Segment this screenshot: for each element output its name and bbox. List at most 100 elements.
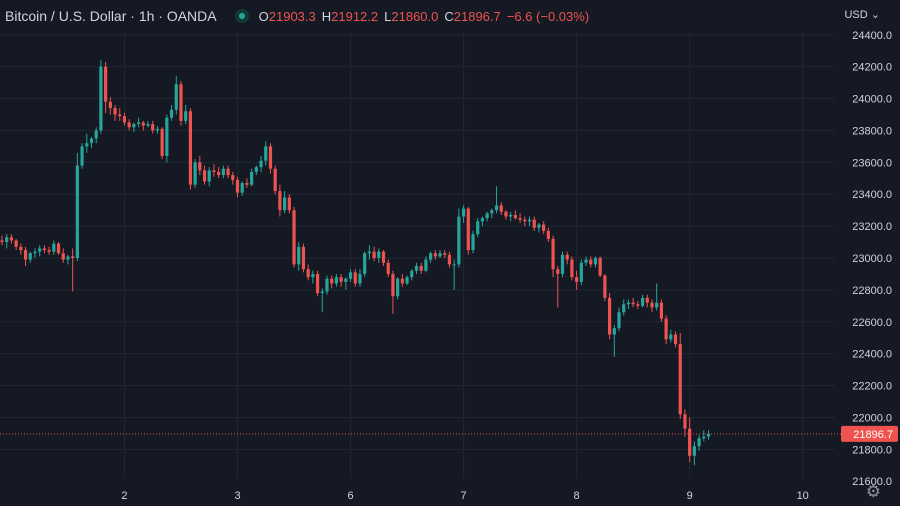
candle-body [231, 175, 235, 180]
date-tick-label: 10 [797, 490, 809, 502]
date-tick-label: 7 [461, 490, 467, 502]
candle-body [99, 66, 103, 131]
candle-body [593, 258, 598, 265]
gear-icon[interactable]: ⚙ [865, 482, 881, 501]
candle-body [132, 124, 136, 128]
candle-down [122, 112, 127, 126]
last-price-value: 21896.7 [853, 429, 893, 441]
candle-up [706, 430, 711, 440]
candle-down [598, 256, 602, 278]
candle-up [410, 269, 414, 281]
candle-up [438, 250, 442, 258]
candle-up [358, 269, 362, 287]
candle-down [381, 250, 386, 266]
candle-body [447, 254, 452, 265]
candle-body [560, 254, 565, 274]
candle-up [622, 299, 626, 316]
low-label: L [384, 8, 392, 24]
candle-body [315, 273, 320, 294]
candle-body [391, 273, 395, 297]
candle-body [584, 259, 588, 263]
candle-up [254, 165, 258, 176]
candle-up [250, 168, 254, 187]
candle-body [47, 250, 51, 252]
candle-body [330, 278, 334, 284]
candle-body [381, 251, 386, 263]
candle-body [325, 278, 329, 292]
candle-up [320, 288, 324, 313]
candle-body [179, 84, 183, 121]
candle-up [452, 259, 456, 290]
candle-body [250, 171, 254, 185]
candle-body [527, 219, 532, 222]
candle-body [283, 197, 287, 211]
candle-down [546, 227, 550, 243]
price-tick-label: 23200.0 [852, 221, 892, 233]
candle-body [165, 117, 169, 156]
candle-body [598, 258, 602, 276]
candle-body [443, 253, 447, 255]
candle-body [66, 256, 70, 260]
candle-body [400, 278, 404, 284]
candle-body [202, 170, 207, 182]
candle-body [419, 265, 423, 271]
candle-down [160, 127, 164, 160]
candle-down [466, 206, 470, 255]
price-axis[interactable]: 24400.0 24200.0 24000.0 23800.0 23600.0 23400… [852, 30, 892, 488]
candle-down [226, 165, 230, 179]
candle-body [259, 160, 263, 168]
candle-up [655, 283, 659, 311]
candle-body [146, 124, 150, 126]
candle-up [311, 270, 315, 284]
candle-down [118, 108, 122, 121]
candle-up [240, 181, 244, 196]
candle-body [94, 130, 98, 139]
chart-grid [0, 32, 835, 478]
candle-body [424, 259, 428, 271]
candle-down [664, 315, 668, 345]
candle-body [306, 269, 310, 278]
price-tick-label: 23000.0 [852, 253, 892, 265]
candle-down [683, 409, 687, 437]
price-tick-label: 22400.0 [852, 349, 892, 361]
candle-down [9, 234, 14, 244]
candle-down [179, 81, 183, 126]
candle-body [706, 433, 711, 437]
candle-down [245, 178, 249, 188]
candle-down [565, 251, 569, 265]
symbol-title[interactable]: Bitcoin / U.S. Dollar · 1h · OANDA [5, 8, 217, 24]
candle-down [287, 194, 291, 214]
candle-body [19, 246, 23, 251]
candle-up [471, 230, 475, 254]
candle-body [89, 138, 94, 144]
candle-up [405, 275, 409, 286]
candle-body [607, 297, 612, 335]
candle-body [268, 146, 273, 169]
candle-body [532, 219, 536, 228]
candle-body [127, 122, 131, 128]
candle-down [315, 270, 320, 297]
low-value: 21860.0 [391, 8, 439, 24]
candle-down [532, 216, 536, 231]
candle-down [19, 243, 23, 255]
candle-body [457, 216, 461, 265]
currency-selector[interactable]: USD ⌄ [844, 8, 880, 21]
candle-body [471, 234, 475, 251]
candle-body [433, 253, 437, 257]
time-axis[interactable]: 2 3 6 7 8 9 10 [121, 490, 808, 502]
candle-body [372, 251, 376, 258]
price-tick-label: 24000.0 [852, 94, 892, 106]
candle-body [104, 66, 108, 102]
close-value: 21896.7 [453, 8, 501, 24]
candle-body [499, 205, 503, 212]
date-tick-label: 8 [574, 490, 580, 502]
candle-up [334, 273, 339, 287]
candle-down [113, 104, 117, 121]
candle-down [108, 96, 112, 115]
candle-body [490, 210, 494, 214]
market-open-status-icon [234, 9, 249, 23]
candle-body [278, 191, 282, 211]
candle-body [28, 253, 32, 260]
candle-up [494, 186, 499, 214]
